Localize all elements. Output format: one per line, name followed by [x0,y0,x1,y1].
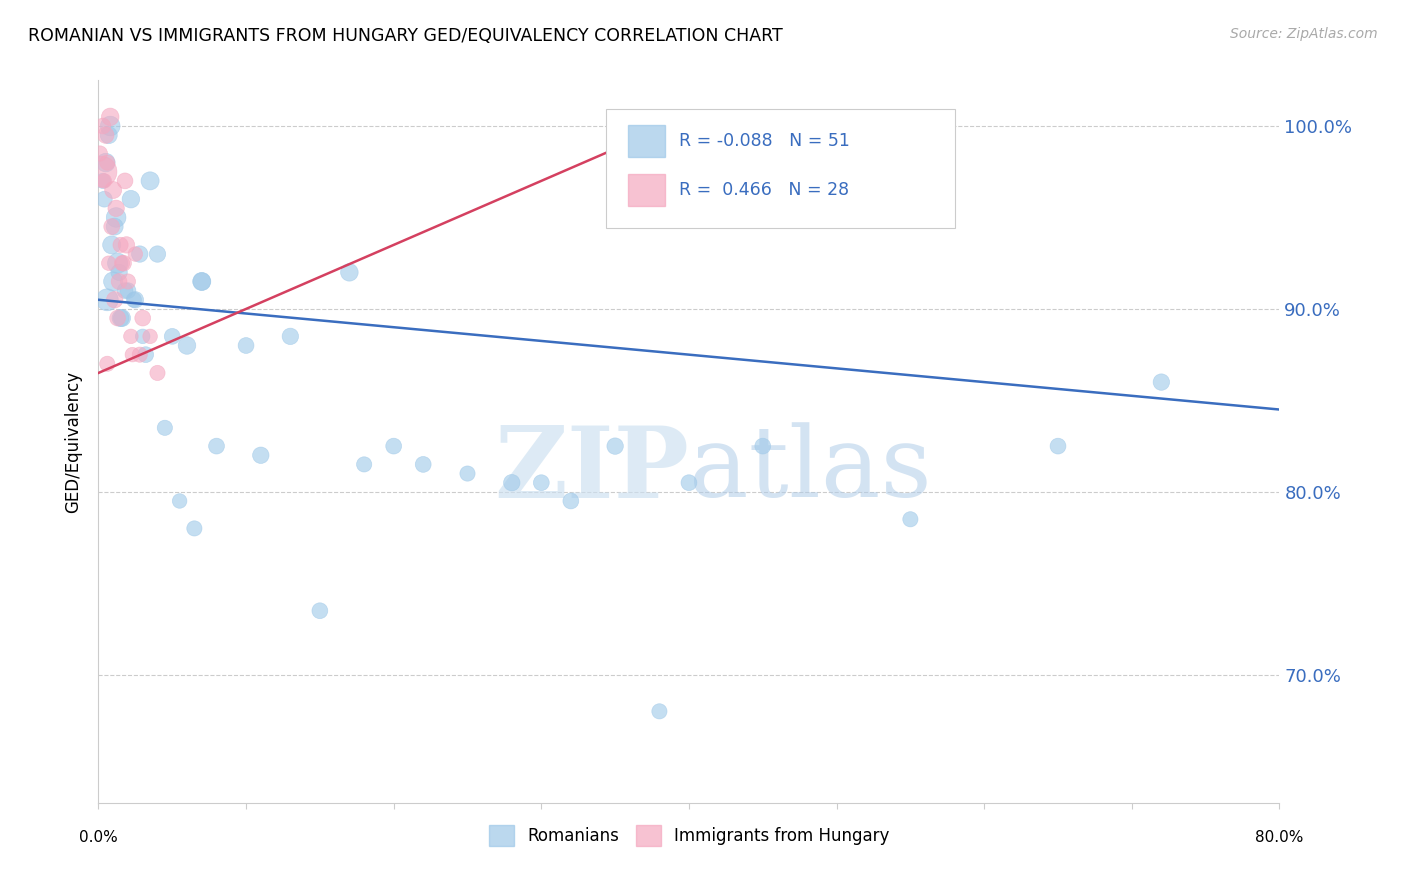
Point [91,174,114,188]
Point [110,311,132,326]
Point [96,357,118,371]
Text: atlas: atlas [689,423,932,518]
Point [105,202,128,216]
Point [96,155,118,169]
Legend: Romanians, Immigrants from Hungary: Romanians, Immigrants from Hungary [482,819,896,852]
Point [104,293,127,307]
Point [128,348,150,362]
Point [146,247,169,261]
Text: R =  0.466   N = 28: R = 0.466 N = 28 [679,181,849,199]
Point [107,256,129,270]
Point [900,512,922,526]
Point [104,219,127,234]
Point [153,421,176,435]
Point [191,275,214,289]
Point [353,458,375,472]
Point [111,311,134,326]
Point [100,238,122,252]
Point [112,256,135,270]
Point [100,219,122,234]
Point [117,284,139,298]
Point [457,467,479,481]
Point [96,293,118,307]
Text: Source: ZipAtlas.com: Source: ZipAtlas.com [1230,27,1378,41]
Point [107,311,129,326]
Point [139,174,162,188]
Text: 80.0%: 80.0% [1256,830,1303,846]
Point [121,348,143,362]
Point [117,275,139,289]
Point [91,119,114,133]
Point [648,704,671,718]
Point [752,439,775,453]
Text: 0.0%: 0.0% [79,830,118,846]
Point [93,174,115,188]
Point [124,293,146,307]
Point [205,439,228,453]
Point [97,256,120,270]
Point [120,329,142,343]
Text: R = -0.088   N = 51: R = -0.088 N = 51 [679,132,851,150]
Point [89,146,111,161]
Point [191,275,214,289]
Point [183,521,205,535]
Point [110,238,132,252]
Point [560,494,582,508]
Point [280,329,302,343]
Point [146,366,169,380]
Point [111,256,134,270]
Point [309,604,332,618]
Point [114,284,136,298]
Text: ZIP: ZIP [494,422,689,519]
FancyBboxPatch shape [627,174,665,206]
Point [97,128,120,143]
Point [98,119,121,133]
Point [103,183,125,197]
Point [1047,439,1070,453]
Point [235,338,257,352]
Point [132,311,155,326]
Point [114,174,136,188]
Point [605,439,627,453]
Point [93,192,115,206]
Point [108,275,131,289]
Y-axis label: GED/Equivalency: GED/Equivalency [65,370,83,513]
Point [128,247,150,261]
Point [139,329,162,343]
Point [115,238,138,252]
Point [94,128,117,143]
Point [98,110,121,124]
Point [108,265,131,279]
Point [94,155,117,169]
Point [162,329,183,343]
FancyBboxPatch shape [606,109,955,228]
Point [103,275,125,289]
Point [382,439,405,453]
Point [105,211,128,225]
Point [530,475,553,490]
Point [339,265,361,279]
Text: ROMANIAN VS IMMIGRANTS FROM HUNGARY GED/EQUIVALENCY CORRELATION CHART: ROMANIAN VS IMMIGRANTS FROM HUNGARY GED/… [28,27,783,45]
Point [1150,375,1173,389]
Point [176,338,198,352]
Point [120,192,142,206]
Point [90,165,112,179]
Point [169,494,191,508]
Point [124,247,146,261]
Point [678,475,700,490]
FancyBboxPatch shape [627,125,665,157]
Point [135,348,157,362]
Point [412,458,434,472]
Point [122,293,145,307]
Point [501,475,523,490]
Point [250,448,273,462]
Point [132,329,155,343]
